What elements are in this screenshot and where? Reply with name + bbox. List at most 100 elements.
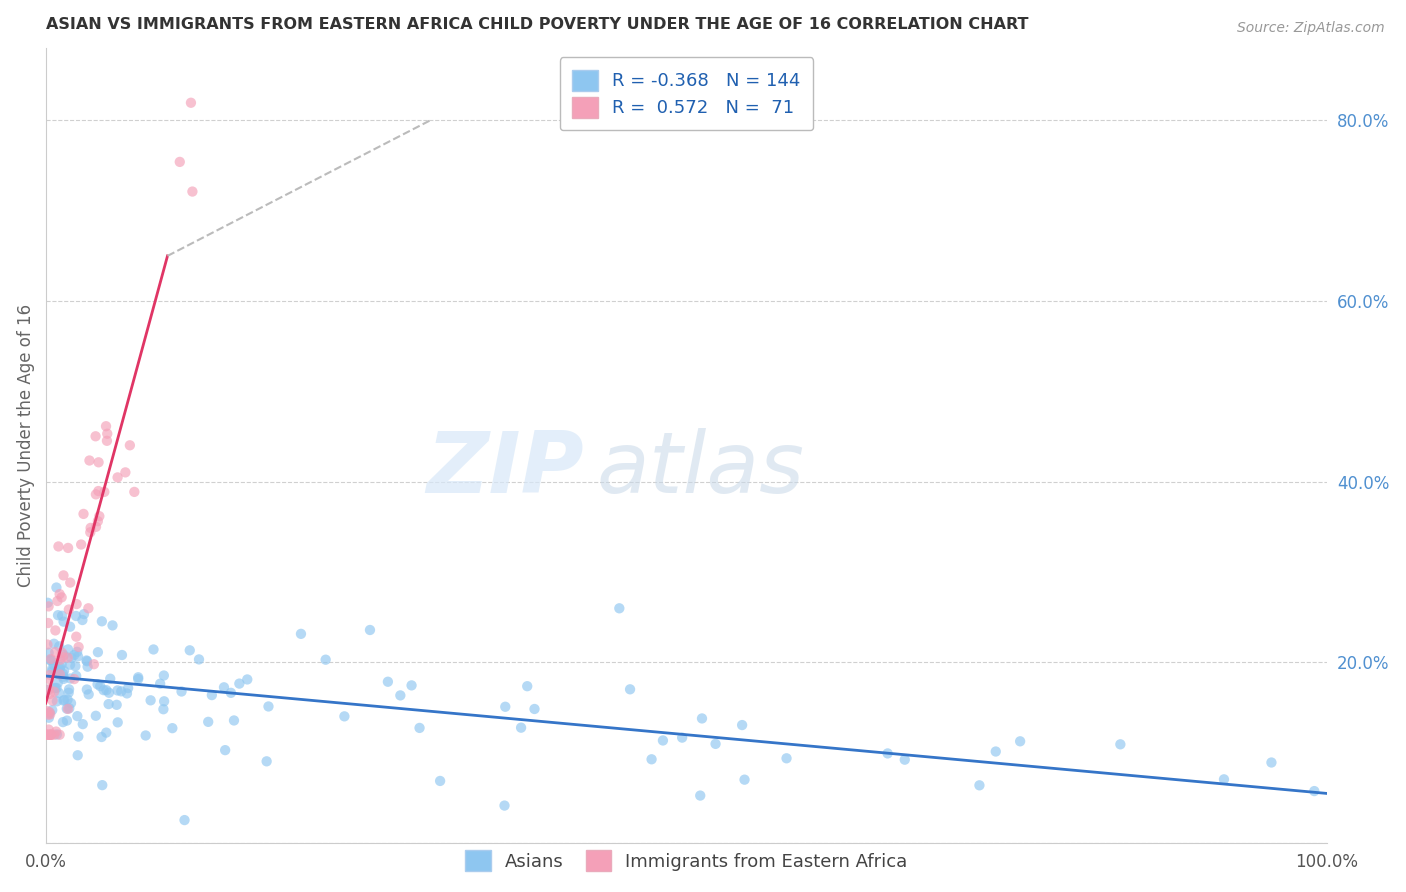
Point [73,607,96,621]
Point [619,682,641,697]
Point [79,521,101,535]
Point [58,682,80,697]
Point [98,686,121,700]
Point [153,694,176,708]
Point [212,681,235,695]
Point [51,657,73,672]
Point [84,708,107,723]
Point [107,683,129,698]
Point [48,686,70,700]
Point [97,697,120,711]
Point [48,640,70,654]
Point [98,672,121,686]
Point [56,702,79,716]
Point [84,487,107,501]
Point [37,615,59,630]
Point [38,682,60,697]
Point [87,514,110,528]
Point [37,707,59,722]
Point [523,702,546,716]
Point [77,687,100,701]
Point [76,653,98,667]
Y-axis label: Child Poverty Under the Age of 16: Child Poverty Under the Age of 16 [17,304,35,587]
Point [640,752,662,766]
Point [39,728,62,742]
Point [149,676,172,690]
Point [79,453,101,467]
Point [84,429,107,443]
Point [38,705,60,719]
Point [76,659,98,673]
Text: ZIP: ZIP [426,428,583,511]
Point [76,682,98,697]
Point [236,673,259,687]
Point [46,608,69,623]
Point [65,597,87,611]
Point [38,646,60,660]
Point [41,693,63,707]
Point [114,466,136,480]
Point [333,709,356,723]
Point [45,681,67,695]
Point [59,672,82,686]
Point [173,813,195,827]
Point [52,670,75,684]
Point [494,798,516,813]
Point [257,699,280,714]
Point [52,650,75,665]
Point [65,609,87,624]
Point [84,520,107,534]
Point [52,615,75,629]
Point [135,729,157,743]
Point [96,725,118,739]
Point [56,714,79,728]
Point [90,730,112,744]
Point [83,657,105,672]
Point [55,701,77,715]
Point [53,693,76,707]
Point [91,778,114,792]
Point [56,650,79,665]
Point [48,540,70,554]
Point [118,438,141,452]
Point [58,686,80,700]
Point [45,581,67,595]
Point [38,706,60,720]
Point [1260,756,1282,770]
Point [127,672,149,686]
Text: Source: ZipAtlas.com: Source: ZipAtlas.com [1237,21,1385,35]
Point [41,665,63,679]
Point [115,686,138,700]
Point [107,715,129,730]
Point [38,711,60,725]
Point [101,618,124,632]
Point [94,419,117,434]
Point [704,737,727,751]
Point [49,660,72,674]
Point [41,654,63,668]
Point [401,678,423,692]
Point [51,591,73,605]
Point [39,652,62,666]
Point [37,638,59,652]
Point [45,727,67,741]
Point [59,575,82,590]
Point [170,684,193,698]
Point [60,696,83,710]
Point [72,507,94,521]
Point [72,717,94,731]
Point [142,642,165,657]
Point [153,668,176,682]
Point [39,707,62,722]
Point [42,658,65,673]
Point [197,714,219,729]
Point [37,728,59,742]
Point [49,667,72,681]
Legend: Asians, Immigrants from Eastern Africa: Asians, Immigrants from Eastern Africa [454,839,918,882]
Text: atlas: atlas [596,428,804,511]
Point [67,730,90,744]
Point [67,640,90,654]
Point [38,672,60,686]
Point [51,608,73,623]
Point [89,679,111,693]
